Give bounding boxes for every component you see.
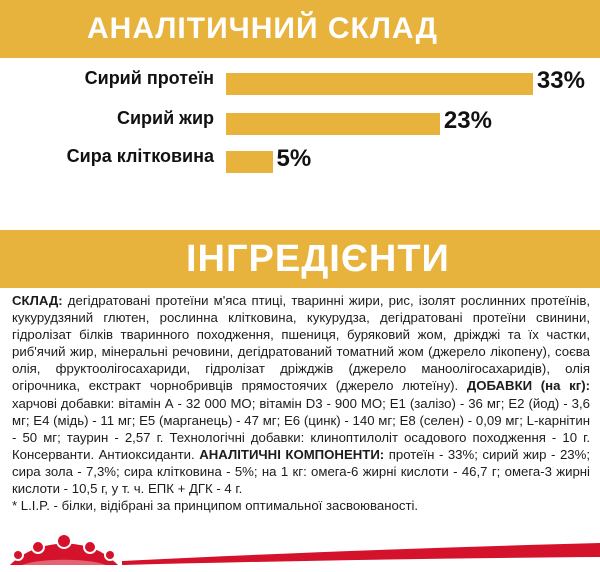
ingredients-text: СКЛАД: дегідратовані протеїни м'яса птиц… <box>12 292 590 514</box>
additives-label: ДОБАВКИ (на кг): <box>466 378 590 394</box>
footer-graphic <box>10 533 600 565</box>
ingredients-banner: ІНГРЕДІЄНТИ <box>0 230 600 288</box>
footnote: * L.I.P. - білки, відібрані за принципом… <box>12 498 419 514</box>
additives-text: харчові добавки: вітамін А - 32 000 МО; … <box>12 395 590 462</box>
bar-row-protein: Сирий протеїн 33% <box>0 66 600 100</box>
bar-fill <box>226 151 273 173</box>
composition-text: дегідратовані протеїни м'яса птиці, твар… <box>12 293 590 394</box>
analytical-banner: АНАЛІТИЧНИЙ СКЛАД <box>0 0 600 58</box>
composition-label: СКЛАД: <box>12 293 63 308</box>
analytical-bars: Сирий протеїн 33% Сирий жир 23% Сира клі… <box>0 64 600 184</box>
analytical-title: АНАЛІТИЧНИЙ СКЛАД <box>87 12 439 45</box>
royal-canin-crown-icon <box>10 533 118 565</box>
red-swoosh <box>122 543 600 565</box>
bar-label: Сира клітковина <box>66 146 214 166</box>
bar-label: Сирий жир <box>116 108 214 128</box>
bar-fill <box>226 113 440 135</box>
bar-value: 23% <box>443 107 492 134</box>
bar-fill <box>226 73 533 95</box>
footer <box>0 525 600 572</box>
ingredients-title: ІНГРЕДІЄНТИ <box>186 237 450 280</box>
analytical-components-text: протеїн - 33%; сирий жир - 23%; сира зол… <box>12 446 590 497</box>
bar-label: Сирий протеїн <box>84 68 214 88</box>
analytical-components-label: АНАЛІТИЧНІ КОМПОНЕНТИ: <box>199 446 385 462</box>
bar-row-fiber: Сира клітковина 5% <box>0 144 600 178</box>
bar-value: 33% <box>536 67 585 94</box>
bar-value: 5% <box>276 145 312 172</box>
bar-row-fat: Сирий жир 23% <box>0 106 600 140</box>
